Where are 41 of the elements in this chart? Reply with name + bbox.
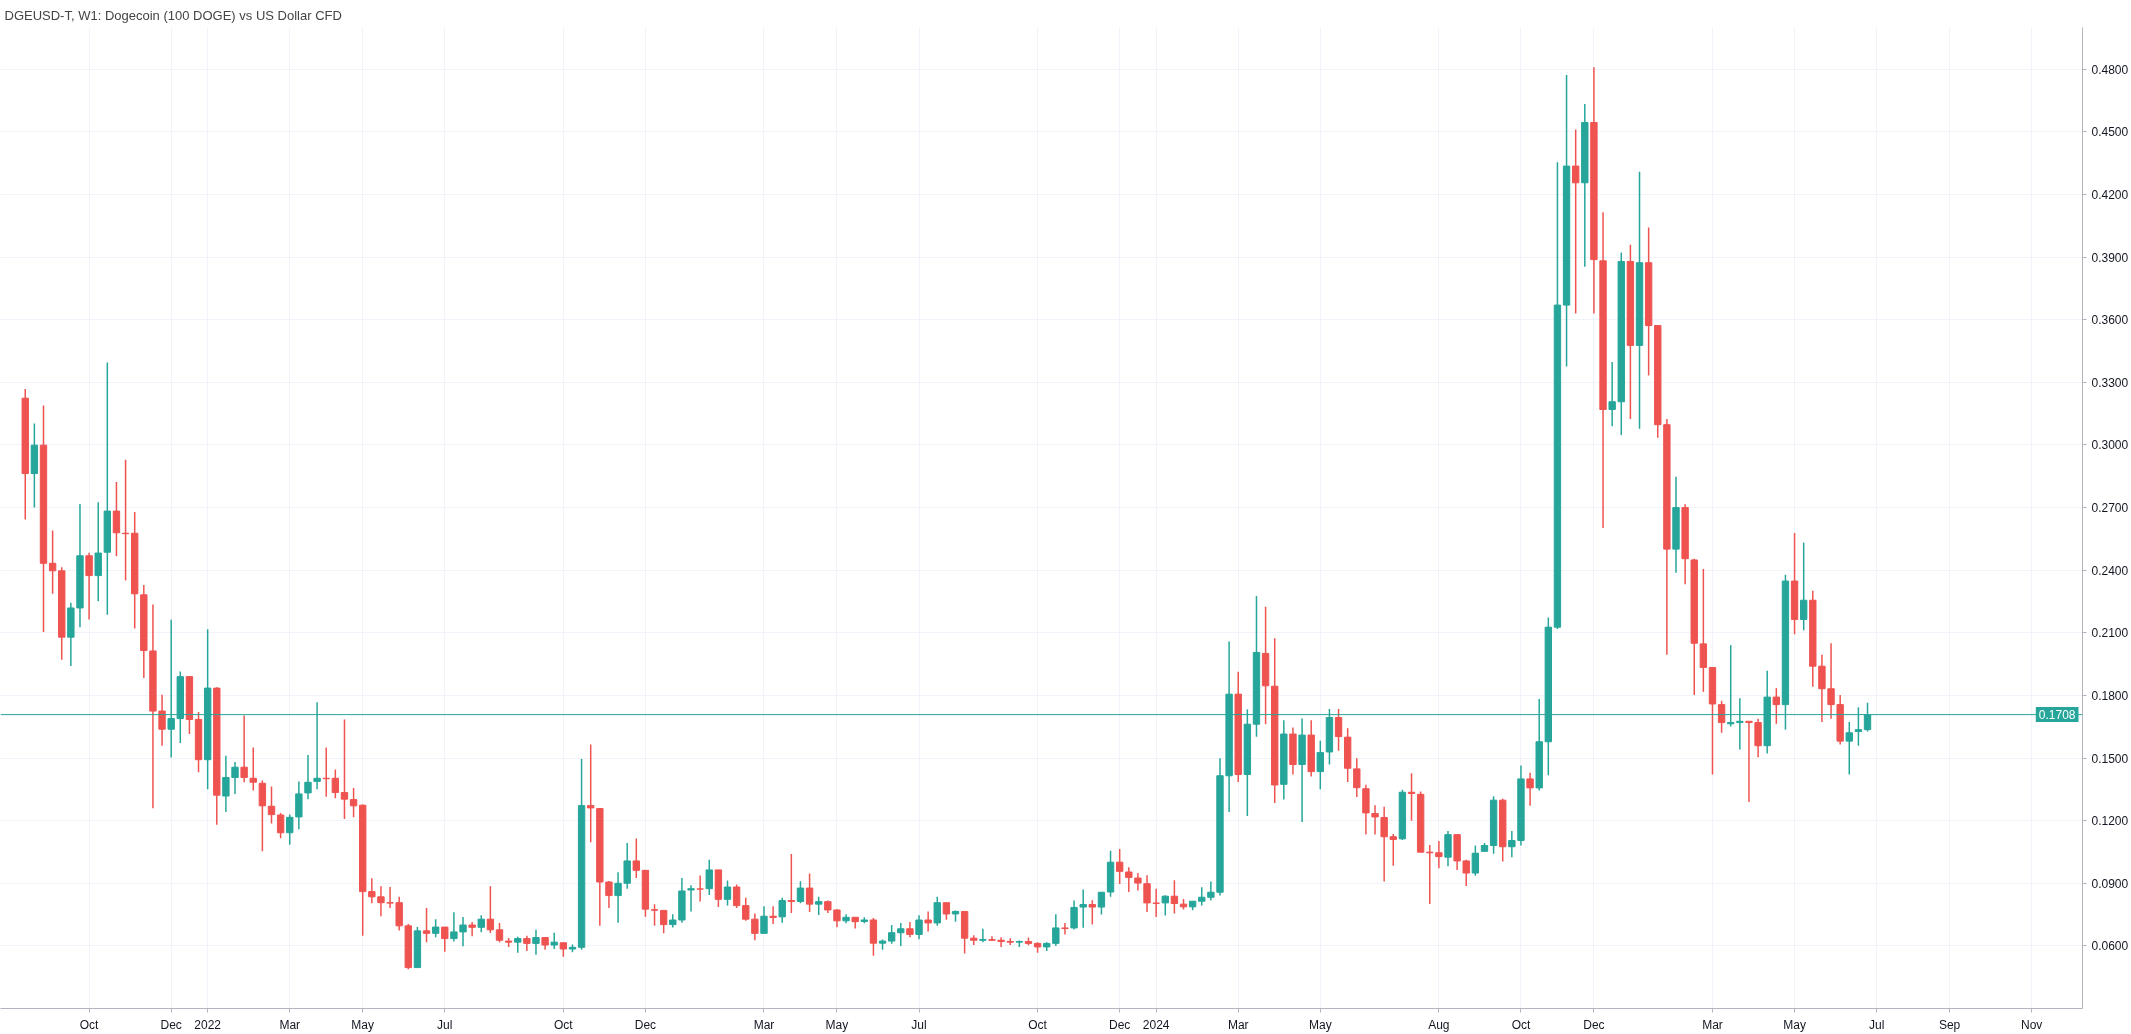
x-tick-label: May	[825, 1017, 849, 1032]
x-tick-label: 2024	[1142, 1017, 1170, 1032]
x-tick-label: May	[351, 1017, 375, 1032]
x-tick-label: Sep	[1938, 1017, 1961, 1032]
x-tick-label: Jul	[437, 1017, 453, 1032]
y-tick-label: 0.4200	[2091, 187, 2129, 202]
x-tick-label: Oct	[1028, 1017, 1048, 1032]
y-tick-label: 0.2400	[2091, 563, 2129, 578]
y-tick-label: 0.1500	[2091, 751, 2129, 766]
y-tick-label: 0.0600	[2091, 939, 2129, 954]
x-tick-label: May	[1308, 1017, 1332, 1032]
x-tick-label: Mar	[1702, 1017, 1723, 1032]
y-tick-label: 0.3300	[2091, 375, 2129, 390]
y-tick-label: 0.1200	[2091, 814, 2129, 829]
x-tick-label: 2022	[194, 1017, 222, 1032]
x-tick-label: Mar	[1227, 1017, 1249, 1032]
x-tick-label: Nov	[2021, 1017, 2043, 1032]
y-tick-label: 0.2100	[2091, 626, 2129, 641]
y-tick-label: 0.3000	[2091, 438, 2129, 453]
chart-title: DGEUSD-T, W1: Dogecoin (100 DOGE) vs US Dollar CFD	[4, 7, 342, 23]
x-tick-label: Jul	[1868, 1017, 1885, 1032]
y-tick-label: 0.3600	[2091, 313, 2129, 328]
y-tick-label: 0.1800	[2091, 688, 2129, 703]
x-tick-label: Oct	[79, 1017, 100, 1032]
x-tick-label: Oct	[1511, 1017, 1531, 1032]
x-tick-label: May	[1783, 1017, 1806, 1032]
x-tick-label: Dec	[160, 1017, 182, 1032]
y-tick-label: 0.3900	[2091, 250, 2129, 265]
x-tick-label: Dec	[634, 1017, 657, 1032]
y-tick-label: 0.4800	[2091, 62, 2129, 77]
x-tick-label: Dec	[1109, 1017, 1131, 1032]
y-tick-label: 0.2700	[2091, 501, 2129, 516]
x-tick-label: Mar	[279, 1017, 301, 1032]
x-tick-label: Oct	[554, 1017, 574, 1032]
y-tick-label: 0.4500	[2091, 125, 2129, 140]
x-tick-label: Dec	[1583, 1017, 1605, 1032]
x-tick-label: Jul	[911, 1017, 927, 1032]
x-tick-label: Mar	[753, 1017, 775, 1032]
ref-line-label: 0.1708	[2038, 708, 2076, 723]
y-tick-label: 0.0900	[2091, 876, 2129, 891]
x-tick-label: Aug	[1428, 1017, 1450, 1032]
